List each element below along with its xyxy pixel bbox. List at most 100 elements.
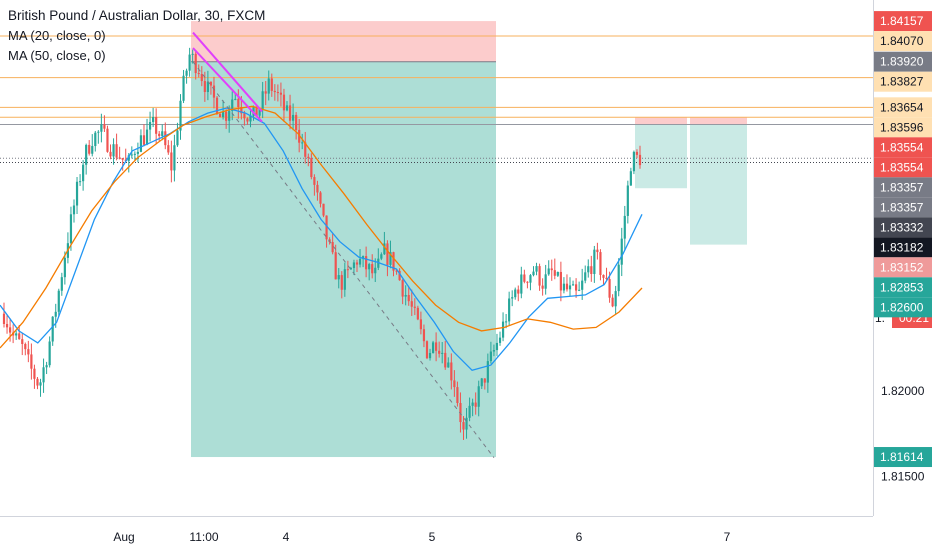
candle-body bbox=[593, 249, 596, 274]
candle-body bbox=[316, 184, 319, 193]
candle-body bbox=[444, 352, 447, 368]
time-axis-labels: Aug 11:00 4 5 6 7 bbox=[113, 530, 730, 544]
candle-body bbox=[200, 74, 203, 82]
candle-body bbox=[225, 111, 228, 121]
candle-body bbox=[514, 289, 517, 298]
candle-body bbox=[27, 349, 30, 355]
x-tick-label: 4 bbox=[283, 530, 290, 544]
candle-body bbox=[635, 151, 639, 155]
candle-body bbox=[164, 131, 167, 146]
projection-line bbox=[192, 61, 495, 459]
x-tick-label: 11:00 bbox=[189, 530, 218, 544]
candle-body bbox=[441, 352, 444, 354]
candle-body bbox=[508, 298, 511, 322]
price-label: 1.81614 bbox=[880, 450, 924, 464]
candle-body bbox=[578, 289, 581, 291]
candle-body bbox=[553, 270, 556, 276]
candle-body bbox=[498, 337, 502, 343]
candle-body bbox=[584, 272, 587, 281]
candle-body bbox=[218, 113, 222, 118]
candle-body bbox=[447, 362, 450, 368]
candle-body bbox=[15, 333, 18, 336]
candle-body bbox=[173, 145, 176, 171]
candle-body bbox=[237, 98, 240, 108]
candle-body bbox=[24, 343, 27, 350]
candle-body bbox=[638, 154, 642, 166]
candle-body bbox=[203, 81, 206, 93]
candle-body bbox=[191, 53, 194, 55]
price-label: 1.83654 bbox=[880, 100, 924, 114]
candle-body bbox=[501, 321, 505, 338]
candle-body bbox=[365, 256, 368, 270]
candle-body bbox=[483, 378, 486, 383]
candle-body bbox=[380, 254, 383, 259]
candle-body bbox=[72, 205, 76, 215]
moving-averages bbox=[0, 105, 643, 372]
candle-body bbox=[626, 185, 629, 216]
candle-body bbox=[459, 403, 462, 423]
price-axis[interactable] bbox=[873, 0, 932, 516]
candle-body bbox=[374, 267, 377, 274]
ma20-legend[interactable]: MA (20, close, 0) bbox=[8, 28, 106, 43]
price-label-bg bbox=[873, 157, 932, 178]
candle-body bbox=[355, 262, 359, 265]
candle-body bbox=[538, 266, 541, 286]
symbol-title[interactable]: British Pound / Australian Dollar, 30, F… bbox=[8, 8, 266, 23]
ma50-line bbox=[0, 105, 643, 349]
candle-body bbox=[599, 252, 602, 275]
price-label: 1.82600 bbox=[880, 300, 924, 314]
candle-body bbox=[343, 269, 346, 290]
candle-body bbox=[100, 124, 103, 132]
candle-body bbox=[608, 279, 611, 298]
candle-body bbox=[194, 53, 197, 74]
time-axis[interactable] bbox=[0, 516, 873, 551]
candle-body bbox=[596, 249, 599, 253]
candle-body bbox=[142, 135, 146, 145]
candle-body bbox=[75, 181, 79, 206]
candle-body bbox=[179, 100, 182, 131]
candle-body bbox=[282, 94, 286, 111]
candle-body bbox=[258, 108, 261, 116]
candle-body bbox=[304, 142, 307, 157]
candle-body bbox=[240, 107, 243, 114]
candle-body bbox=[78, 181, 82, 183]
candle-body bbox=[155, 117, 158, 134]
price-label-bg bbox=[873, 177, 932, 198]
x-tick-label: Aug bbox=[113, 530, 134, 544]
candle-body bbox=[556, 271, 559, 276]
ma50-legend[interactable]: MA (50, close, 0) bbox=[8, 48, 106, 63]
candle-body bbox=[295, 114, 298, 130]
candle-body bbox=[428, 352, 432, 359]
price-label: 1.83332 bbox=[880, 220, 924, 234]
candle-body bbox=[492, 350, 496, 352]
candle-body bbox=[431, 342, 435, 353]
candle-body bbox=[334, 252, 337, 280]
candle-body bbox=[136, 151, 139, 154]
candle-body bbox=[392, 252, 395, 271]
candle-body bbox=[438, 350, 441, 354]
candle-body bbox=[541, 285, 544, 289]
candle-body bbox=[489, 351, 492, 362]
price-label-bg bbox=[873, 11, 932, 32]
candle-body bbox=[2, 313, 6, 324]
candle-body bbox=[97, 131, 100, 133]
candle-body bbox=[547, 268, 550, 275]
candle-body bbox=[523, 274, 526, 282]
stop-loss-zone bbox=[690, 117, 747, 125]
candle-body bbox=[285, 105, 289, 111]
candle-body bbox=[398, 270, 401, 281]
candle-body bbox=[453, 380, 456, 388]
candle-body bbox=[249, 115, 252, 122]
candle-body bbox=[401, 280, 404, 297]
candle-body bbox=[197, 73, 200, 75]
price-label-bg bbox=[873, 51, 932, 72]
candle-body bbox=[8, 327, 12, 333]
candle-body bbox=[310, 157, 313, 178]
candle-body bbox=[188, 54, 191, 71]
candle-body bbox=[383, 243, 386, 255]
candle-body bbox=[112, 144, 115, 157]
candle-body bbox=[568, 285, 572, 290]
candle-body bbox=[511, 297, 514, 299]
candle-body bbox=[246, 118, 249, 122]
